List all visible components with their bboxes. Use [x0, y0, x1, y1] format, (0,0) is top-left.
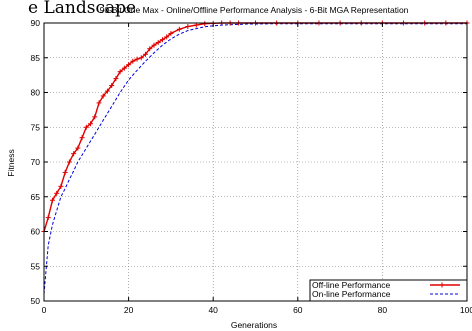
offline-point-marker [45, 215, 51, 221]
offline-point-marker [176, 26, 182, 32]
offline-point-marker [151, 42, 157, 48]
offline-point-marker [62, 169, 68, 175]
y-tick-label: 65 [31, 192, 41, 202]
x-tick-label: 80 [378, 305, 388, 315]
offline-point-marker [75, 145, 81, 151]
axis-ticks: 0 20 40 60 80 100 50 55 60 65 70 75 80 85 90 [31, 18, 472, 315]
offline-point-marker [138, 55, 144, 61]
legend-box [309, 279, 468, 302]
offline-point-marker [66, 159, 72, 165]
offline-point-marker [71, 151, 77, 157]
overlapping-heading-fragment: e Landscape [28, 0, 137, 18]
y-tick-label: 50 [31, 296, 41, 306]
offline-point-marker [58, 183, 64, 189]
offline-point-marker [117, 69, 123, 75]
offline-point-marker [100, 93, 106, 99]
offline-point-marker [92, 114, 98, 120]
y-tick-label: 75 [31, 122, 41, 132]
offline-point-marker [88, 121, 94, 127]
offline-point-marker [159, 37, 165, 43]
offline-point-marker [134, 56, 140, 62]
x-tick-label: 0 [42, 305, 47, 315]
x-tick-label: 40 [208, 305, 218, 315]
offline-point-marker [54, 190, 60, 196]
online-performance-line [43, 23, 467, 295]
y-tick-label: 80 [31, 88, 41, 98]
y-tick-label: 55 [31, 261, 41, 271]
offline-point-marker [121, 65, 127, 71]
grid-lines [44, 23, 467, 301]
offline-point-marker [143, 51, 149, 57]
x-tick-label: 100 [460, 305, 472, 315]
offline-point-marker [83, 124, 89, 130]
offline-point-marker [79, 135, 85, 141]
offline-point-marker [96, 100, 102, 106]
offline-point-marker [202, 21, 208, 27]
offline-point-marker [155, 39, 161, 45]
offline-point-marker [164, 34, 170, 40]
y-tick-label: 60 [31, 227, 41, 237]
x-tick-label: 60 [293, 305, 303, 315]
y-tick-label: 90 [31, 18, 41, 28]
offline-point-marker [109, 83, 115, 89]
offline-point-marker [130, 58, 136, 64]
y-tick-label: 85 [31, 53, 41, 63]
legend-label-offline: Off-line Performance [312, 280, 391, 290]
offline-point-marker [185, 23, 191, 29]
y-axis-label: Fitness [6, 149, 16, 176]
series-layer [41, 20, 470, 295]
y-tick-label: 70 [31, 157, 41, 167]
offline-point-marker [126, 62, 132, 68]
chart-title: 90-Bit One Max - Online/Offline Performa… [100, 5, 409, 15]
legend-label-online: On-line Performance [312, 289, 391, 299]
offline-point-marker [49, 197, 55, 203]
offline-point-marker [147, 46, 153, 52]
x-tick-label: 20 [124, 305, 134, 315]
offline-point-marker [168, 30, 174, 36]
offline-point-marker [113, 76, 119, 82]
x-axis-label: Generations [231, 320, 277, 330]
offline-point-marker [104, 88, 110, 94]
